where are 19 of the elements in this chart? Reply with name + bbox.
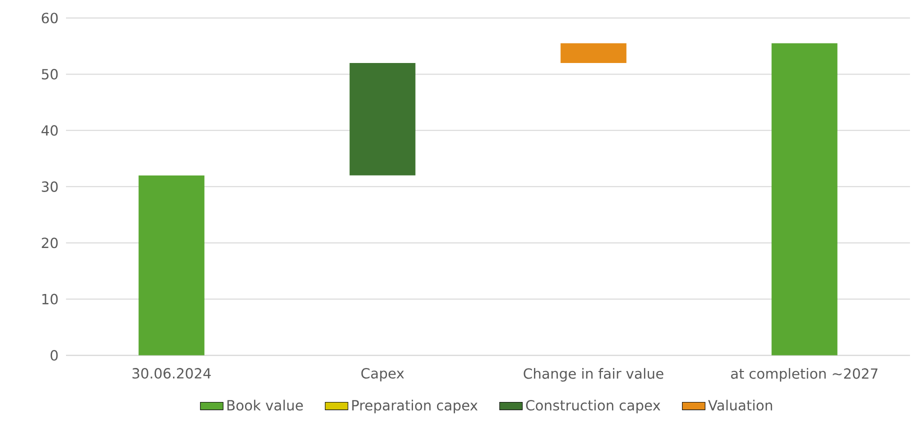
x-tick-label: 30.06.2024: [132, 368, 211, 378]
x-tick-label: Change in fair value: [524, 368, 664, 382]
bar: [350, 62, 416, 176]
legend-label: Construction capex: [526, 400, 660, 414]
bar: [772, 43, 838, 356]
y-tick-label: 30: [42, 181, 58, 192]
y-tick-label: 10: [42, 294, 58, 304]
bar: [560, 43, 626, 63]
x-tick-label: at completion ~2027: [731, 368, 878, 382]
x-tick-label: Capex: [361, 368, 404, 382]
legend-label: Book value: [227, 400, 303, 410]
legend-label: Preparation capex: [352, 400, 478, 414]
y-tick-label: 20: [42, 237, 58, 248]
y-tick-label: 40: [42, 124, 58, 136]
y-tick-label: 50: [42, 68, 58, 80]
y-tick-label: 0: [50, 350, 58, 360]
y-tick-label: 60: [42, 12, 58, 24]
legend-label: Valuation: [708, 400, 772, 410]
bar: [138, 175, 204, 356]
